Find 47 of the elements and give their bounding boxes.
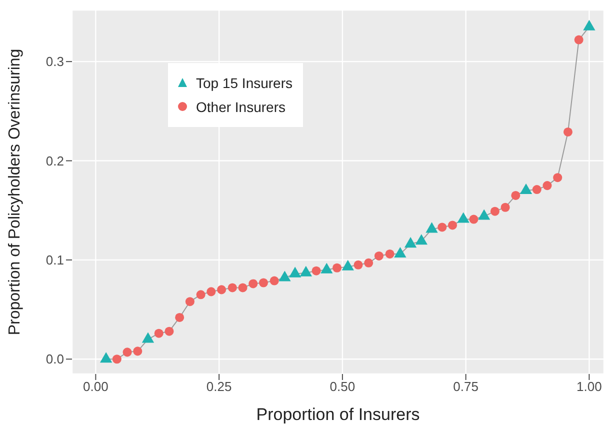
point	[206, 287, 216, 296]
point	[185, 297, 194, 306]
point	[563, 127, 572, 136]
point	[385, 249, 394, 258]
x-tick-label: 0.25	[206, 379, 232, 394]
legend-label: Top 15 Insurers	[196, 75, 292, 91]
point	[238, 283, 248, 292]
point	[542, 181, 552, 190]
point	[448, 220, 458, 230]
point	[196, 290, 206, 300]
point	[217, 285, 226, 294]
point	[574, 35, 584, 44]
y-tick-label: 0.1	[46, 252, 64, 268]
point	[112, 354, 122, 364]
point	[469, 214, 478, 224]
legend-label: Other Insurers	[196, 99, 286, 115]
point	[364, 258, 374, 268]
point	[133, 346, 142, 356]
point	[270, 276, 279, 286]
x-axis-title: Proportion of Insurers	[256, 405, 420, 424]
point	[490, 206, 500, 216]
point	[511, 190, 520, 200]
point	[154, 328, 164, 338]
point	[122, 348, 132, 357]
point	[415, 234, 428, 245]
point	[374, 251, 384, 260]
point	[438, 222, 447, 232]
x-tick-label: 0.50	[330, 379, 356, 394]
point	[332, 263, 342, 272]
point	[553, 173, 562, 182]
point	[258, 278, 268, 288]
point	[228, 283, 237, 292]
point	[354, 260, 363, 270]
y-axis-title: Proportion of Policyholders Overinsuring	[6, 48, 24, 336]
point	[164, 326, 174, 336]
x-tick-label: 0.00	[83, 379, 108, 394]
y-tick-label: 0.2	[46, 153, 64, 168]
point	[312, 266, 321, 276]
point	[248, 279, 258, 288]
x-tick-label: 1.00	[576, 379, 602, 394]
point	[175, 312, 184, 322]
point	[532, 185, 542, 194]
y-tick-label: 0.0	[46, 352, 64, 367]
point	[500, 202, 510, 212]
x-tick-label: 0.75	[453, 379, 478, 394]
point	[404, 237, 417, 248]
y-tick-label: 0.3	[46, 54, 64, 70]
